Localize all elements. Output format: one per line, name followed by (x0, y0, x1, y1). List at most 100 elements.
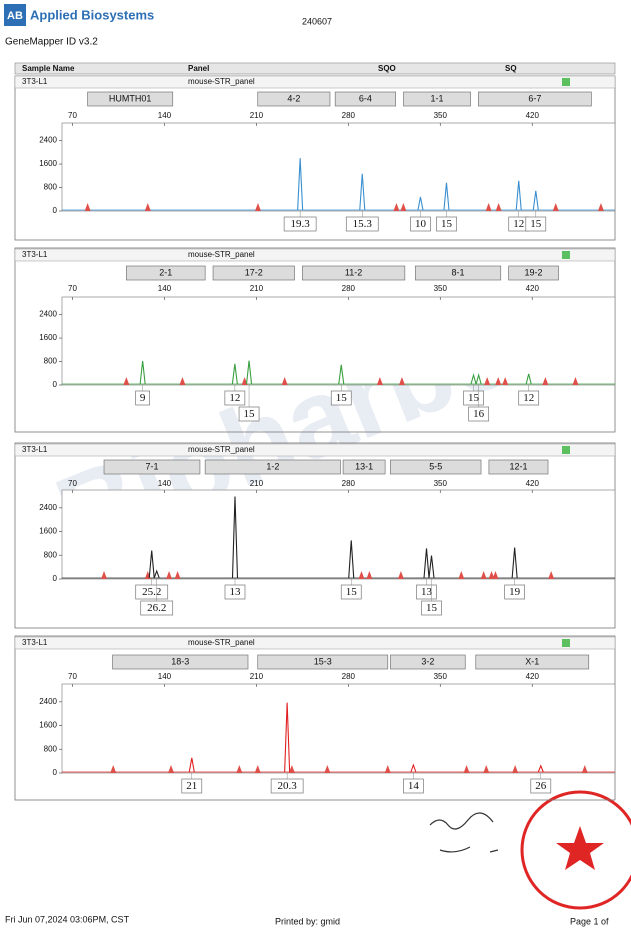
plot-area (61, 122, 616, 212)
y-tick-label: 1600 (39, 527, 57, 536)
x-tick-label: 350 (434, 672, 448, 681)
run-name: 240607 (302, 16, 332, 26)
panel-name: mouse-STR_panel (188, 250, 255, 259)
peak (423, 548, 430, 579)
size-standard-peak (236, 765, 243, 773)
stamp-ring (520, 790, 631, 910)
peak (139, 360, 146, 385)
size-standard-peak (144, 203, 151, 211)
x-tick-label: 420 (526, 111, 540, 120)
size-standard-peak (512, 765, 519, 773)
allele-box (525, 216, 547, 232)
size-standard-peak (123, 377, 130, 385)
panel-name: mouse-STR_panel (188, 77, 255, 86)
allele-label: 15 (244, 408, 256, 420)
peak (348, 540, 355, 579)
x-tick-label: 70 (68, 479, 77, 488)
locus-box (403, 91, 471, 107)
brand: Applied Biosystems (30, 7, 154, 22)
sample-name: 3T3-L1 (22, 77, 48, 86)
locus-name: 11-2 (345, 267, 362, 277)
allele-box (468, 406, 490, 422)
locus-box (112, 654, 249, 670)
allele-label: 13 (229, 586, 241, 598)
size-standard-peak (84, 203, 91, 211)
locus-name: 2-1 (159, 267, 172, 277)
software: GeneMapper ID v3.2 (5, 37, 98, 48)
size-standard-peak (495, 377, 502, 385)
y-tick-label: 800 (44, 744, 58, 753)
size-standard-peak (484, 377, 491, 385)
x-tick-label: 140 (158, 672, 172, 681)
column-header-bar (14, 62, 616, 75)
locus-box (334, 91, 396, 107)
x-tick-label: 350 (434, 284, 448, 293)
locus-name: 1-1 (431, 93, 444, 103)
peak (470, 372, 477, 385)
y-tick-label: 0 (53, 574, 58, 583)
peak (417, 196, 424, 211)
locus-box (126, 265, 206, 281)
allele-box (238, 406, 260, 422)
stamp (520, 790, 631, 910)
locus-name: 18-3 (171, 656, 189, 666)
locus-box (204, 459, 341, 475)
allele-box (504, 584, 525, 600)
allele-box (345, 216, 379, 232)
x-tick-label: 140 (158, 111, 172, 120)
allele-box (283, 216, 317, 232)
size-standard-peak (495, 203, 502, 211)
size-standard-peak (376, 377, 383, 385)
x-tick-label: 280 (342, 111, 356, 120)
allele-box (518, 390, 540, 406)
plot-area (61, 296, 616, 386)
x-tick-label: 350 (434, 479, 448, 488)
size-standard-peak (288, 765, 295, 773)
size-standard-peak (101, 571, 108, 579)
x-tick-label: 140 (158, 284, 172, 293)
size-standard-peak (110, 765, 117, 773)
peak (231, 363, 238, 385)
allele-label: 12 (513, 218, 524, 230)
allele-box (436, 216, 457, 232)
allele-label: 14 (408, 780, 420, 792)
allele-box (403, 778, 424, 794)
locus-name: 4-2 (287, 93, 300, 103)
allele-box (410, 216, 431, 232)
locus-box (390, 459, 482, 475)
peak (537, 764, 544, 773)
x-tick-label: 210 (250, 284, 264, 293)
peak (443, 182, 450, 211)
peak (153, 569, 160, 579)
size-standard-peak (492, 571, 499, 579)
allele-label: 15 (530, 218, 542, 230)
allele-box (530, 778, 552, 794)
size-standard-peak (597, 203, 604, 211)
size-standard-peak (502, 377, 509, 385)
allele-label: 15 (426, 602, 438, 614)
peak (515, 180, 522, 211)
column-header: Sample Name (22, 64, 75, 73)
allele-box (270, 778, 304, 794)
size-standard-peak (241, 377, 248, 385)
signature (429, 812, 499, 853)
size-standard-peak (281, 377, 288, 385)
locus-name: X-1 (525, 656, 539, 666)
locus-box (257, 91, 331, 107)
peak (338, 364, 345, 385)
y-tick-label: 0 (53, 206, 58, 215)
allele-box (330, 390, 352, 406)
column-header: Panel (188, 64, 209, 73)
size-standard-peak (174, 571, 181, 579)
peak (188, 757, 195, 773)
allele-box (140, 600, 174, 616)
size-standard-peak (398, 377, 405, 385)
size-standard-peak (393, 203, 400, 211)
allele-label: 12 (523, 392, 534, 404)
allele-box (421, 600, 442, 616)
y-tick-label: 2400 (39, 310, 57, 319)
locus-name: 8-1 (452, 267, 465, 277)
size-standard-peak (458, 571, 465, 579)
x-tick-label: 210 (250, 111, 264, 120)
peak (148, 550, 155, 579)
